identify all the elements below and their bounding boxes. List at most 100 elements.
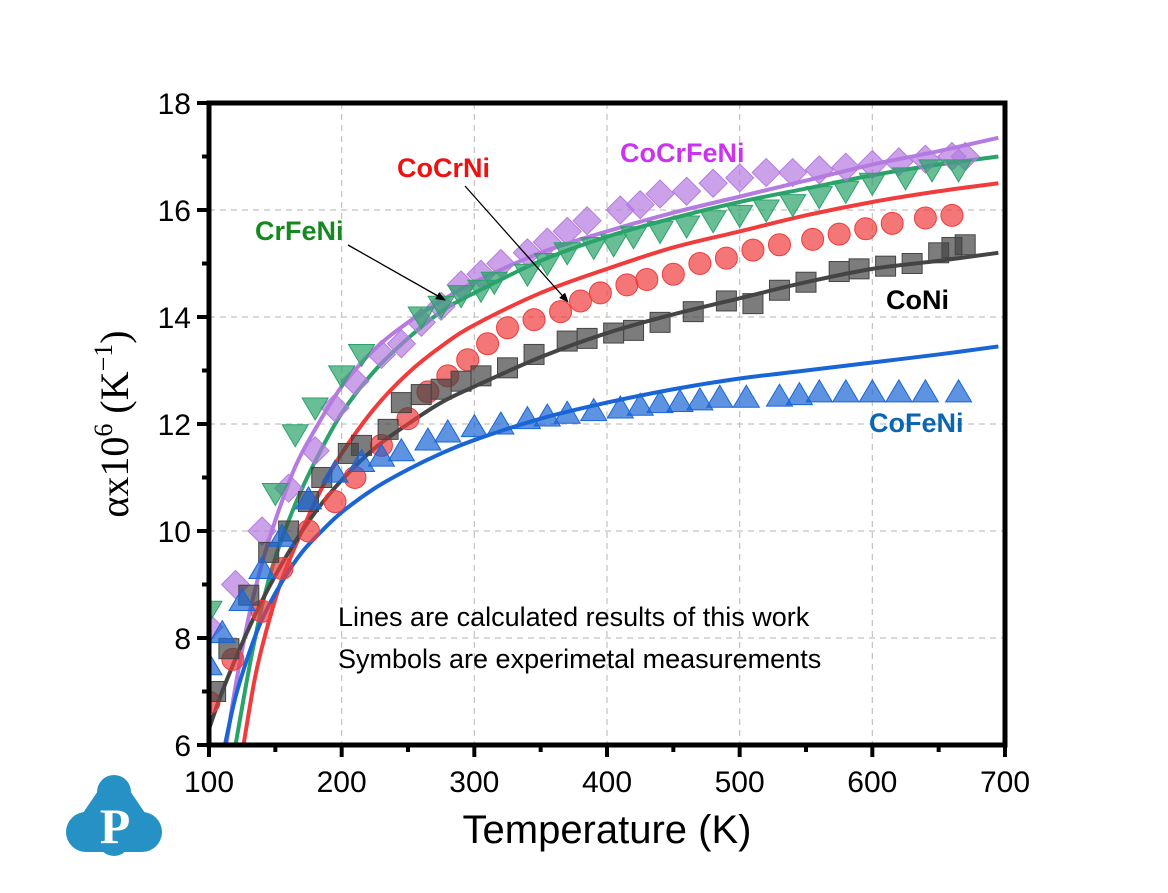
data-point-cocrni — [549, 300, 573, 324]
x-tick-labels: 100 200 300 400 500 600 700 — [184, 766, 1030, 799]
data-point-coni — [682, 301, 704, 323]
data-point-coni — [258, 541, 280, 563]
data-point-coni — [377, 418, 399, 440]
data-point-crfeni — [347, 343, 376, 368]
data-point-crfeni — [918, 159, 946, 183]
x-tick-label: 200 — [317, 766, 367, 799]
data-point-cocrfeni — [751, 157, 781, 188]
series-label-cocrfeni: CoCrFeNi — [620, 138, 745, 168]
data-point-coni — [390, 392, 412, 414]
data-point-cocrni — [297, 519, 320, 543]
x-tick-label: 100 — [184, 766, 234, 799]
data-point-cofeni — [268, 523, 296, 547]
data-point-coni — [742, 293, 764, 315]
data-point-coni — [954, 234, 976, 256]
data-point-coni — [623, 319, 645, 341]
data-point-cofeni — [884, 378, 913, 403]
data-point-cocrni — [476, 332, 500, 356]
data-point-cofeni — [732, 384, 761, 408]
data-point-cocrni — [323, 490, 347, 514]
data-point-cofeni — [705, 384, 734, 408]
data-point-cocrfeni — [645, 179, 675, 209]
data-point-cocrni — [270, 556, 294, 580]
markers-cofeni — [209, 378, 973, 676]
x-tick-label: 600 — [847, 766, 897, 799]
data-point-cofeni — [579, 397, 608, 422]
data-point-cofeni — [433, 419, 462, 443]
data-point-cocrfeni — [625, 189, 655, 220]
data-point-coni — [410, 384, 432, 406]
data-point-coni — [828, 261, 850, 283]
data-point-crfeni — [944, 159, 973, 183]
data-point-crfeni — [209, 600, 223, 625]
data-point-crfeni — [699, 210, 728, 234]
data-point-coni — [649, 311, 671, 333]
data-point-coni — [901, 253, 923, 274]
data-point-cocrni — [496, 316, 519, 340]
x-axis-label: Temperature (K) — [463, 808, 752, 852]
data-point-crfeni — [725, 204, 754, 229]
data-point-cofeni — [414, 427, 442, 451]
data-point-coni — [603, 322, 625, 344]
data-point-coni — [556, 330, 578, 352]
data-point-crfeni — [281, 424, 310, 448]
cocrni-arrow — [464, 185, 569, 303]
series-label-crfeni: CrFeNi — [255, 216, 344, 246]
data-point-cocrfeni — [209, 612, 224, 643]
data-point-coni — [523, 343, 545, 365]
markers-cocrfeni — [209, 141, 980, 643]
data-point-cocrfeni — [724, 163, 755, 193]
data-point-cofeni — [765, 383, 794, 407]
logo-letter: P — [100, 798, 131, 854]
data-point-crfeni — [891, 167, 920, 191]
data-point-cofeni — [533, 402, 562, 427]
x-tick-label: 400 — [582, 766, 632, 799]
logo-icon: P — [66, 775, 162, 856]
data-point-cofeni — [785, 381, 814, 406]
data-point-cofeni — [626, 392, 655, 416]
data-point-coni — [768, 279, 790, 301]
data-point-cocrni — [250, 599, 274, 623]
data-point-coni — [576, 327, 598, 349]
y-tick-labels: 6 8 10 12 14 16 18 — [158, 88, 191, 763]
data-point-cocrni — [522, 308, 546, 332]
data-point-cofeni — [321, 459, 349, 483]
axis-ticks — [197, 101, 1007, 757]
data-point-coni — [209, 681, 227, 702]
x-tick-label: 300 — [449, 766, 499, 799]
data-point-coni — [875, 255, 897, 277]
data-point-cocrfeni — [804, 155, 834, 185]
data-point-cofeni — [460, 413, 489, 438]
data-point-cocrni — [615, 273, 639, 297]
data-point-crfeni — [533, 253, 562, 277]
data-point-coni — [795, 271, 817, 293]
data-point-cofeni — [944, 378, 973, 403]
y-tick-label: 12 — [158, 409, 191, 442]
data-point-cofeni — [831, 378, 860, 403]
data-point-cofeni — [911, 378, 940, 403]
series-label-coni: CoNi — [886, 285, 949, 315]
data-point-cocrfeni — [300, 436, 330, 466]
data-point-crfeni — [261, 483, 290, 507]
y-tick-label: 10 — [158, 516, 191, 549]
data-point-crfeni — [327, 365, 356, 389]
data-point-crfeni — [752, 199, 781, 223]
data-point-crfeni — [805, 186, 834, 210]
x-tick-label: 500 — [715, 766, 765, 799]
series-label-cofeni: CoFeNi — [869, 408, 964, 438]
data-point-crfeni — [407, 306, 436, 330]
data-point-crfeni — [553, 242, 582, 266]
data-point-cofeni — [387, 437, 416, 462]
data-point-cocrni — [741, 238, 765, 262]
annotation-symbols: Symbols are experimetal measurements — [338, 644, 821, 674]
data-point-crfeni — [599, 234, 628, 258]
data-point-cofeni — [858, 378, 887, 403]
data-point-coni — [470, 365, 492, 387]
data-point-coni — [848, 258, 870, 280]
data-point-crfeni — [778, 194, 807, 218]
data-point-cocrfeni — [320, 393, 350, 423]
data-point-cocrni — [801, 227, 825, 251]
data-point-cocrfeni — [386, 329, 417, 359]
data-point-crfeni — [301, 397, 330, 421]
